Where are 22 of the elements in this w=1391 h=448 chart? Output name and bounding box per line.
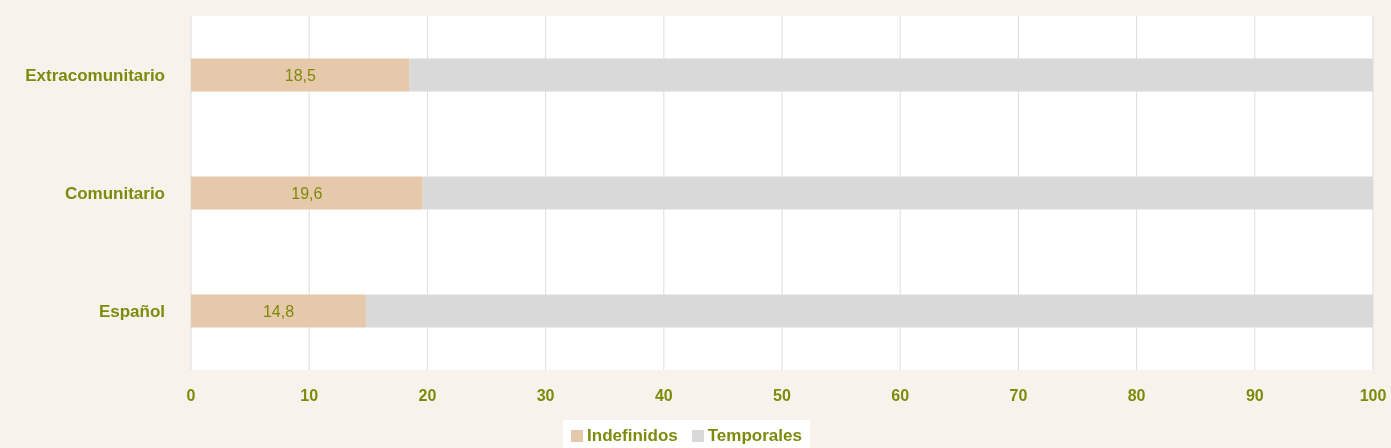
x-tick-label: 40 [654, 387, 673, 405]
x-tick-label: 60 [891, 387, 910, 405]
y-tick-label: Comunitario [64, 184, 165, 204]
bar [191, 176, 423, 210]
y-tick-label: Extracomunitario [25, 66, 165, 86]
x-tick-label: 70 [1009, 387, 1028, 405]
bar [191, 294, 366, 328]
x-tick-label: 10 [300, 387, 319, 405]
x-tick-label: 90 [1245, 387, 1264, 405]
legend-label: Indefinidos [586, 426, 678, 446]
x-tick-label: 30 [536, 387, 555, 405]
data-label: 18,5 [284, 66, 317, 84]
data-label: 19,6 [291, 184, 323, 202]
x-tick-label: 50 [773, 387, 791, 405]
x-tick-label: 20 [418, 387, 437, 405]
x-tick-label: 0 [186, 387, 196, 405]
y-tick-label: Español [98, 302, 165, 322]
bar [191, 58, 410, 92]
data-label: 14,8 [262, 302, 295, 320]
legend-label: Temporales [706, 426, 802, 446]
x-tick-label: 100 [1359, 387, 1387, 405]
x-tick-label: 80 [1127, 387, 1146, 405]
